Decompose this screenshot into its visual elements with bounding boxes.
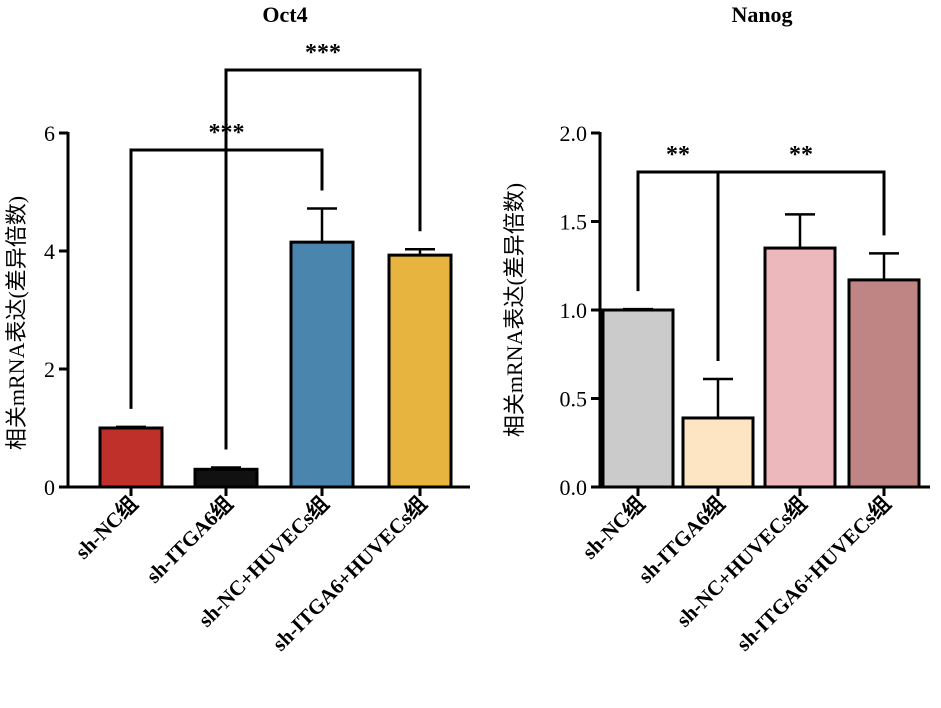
category-label: sh-ITGA6组: [141, 492, 237, 588]
bar: [98, 426, 164, 489]
significance-bracket: [716, 170, 886, 362]
y-tick-label: 0: [44, 475, 55, 500]
chart-title: Oct4: [262, 2, 307, 27]
y-tick-label: 4: [44, 239, 55, 264]
chart-title: Nanog: [731, 2, 792, 27]
y-tick-label: 2: [44, 357, 55, 382]
significance-label: **: [789, 142, 813, 168]
bar: [681, 416, 755, 489]
plot-area: 0246sh-NC组sh-ITGA6组sh-NC+HUVECs组sh-ITGA6…: [44, 40, 470, 656]
significance-label: ***: [305, 40, 341, 66]
category-label: sh-NC组: [577, 492, 649, 564]
y-tick-label: 0.5: [560, 387, 588, 412]
category-label: sh-ITGA6+HUVECs组: [731, 492, 895, 656]
plot-area: 0.00.51.01.52.0sh-NC组sh-ITGA6组sh-NC+HUVE…: [560, 121, 930, 656]
nanog-panel: Nanog 相关mRNA表达(差异倍数) 0.0 0.5 1.0 1.5 2.0 sh-N…: [502, 2, 930, 656]
bar: [193, 467, 259, 489]
y-axis-label: 相关mRNA表达(差异倍数): [502, 183, 527, 437]
significance-bracket: [224, 68, 422, 450]
y-tick-label: 6: [44, 121, 55, 146]
bar: [763, 246, 837, 489]
bar: [847, 278, 921, 489]
y-axis-label: 相关mRNA表达(差异倍数): [4, 196, 29, 450]
y-tick-label: 1.0: [560, 298, 588, 323]
y-tick-label: 1.5: [560, 210, 588, 235]
bar: [387, 253, 453, 489]
y-tick-label: 0.0: [560, 475, 588, 500]
y-tick-label: 2.0: [560, 121, 588, 146]
significance-label: **: [666, 142, 690, 168]
category-label: sh-NC组: [70, 492, 142, 564]
bar: [289, 240, 355, 489]
oct4-panel: Oct4 相关mRNA表达(差异倍数) 0246sh-NC组sh-ITGA6组s…: [4, 2, 470, 656]
bar: [601, 308, 675, 489]
